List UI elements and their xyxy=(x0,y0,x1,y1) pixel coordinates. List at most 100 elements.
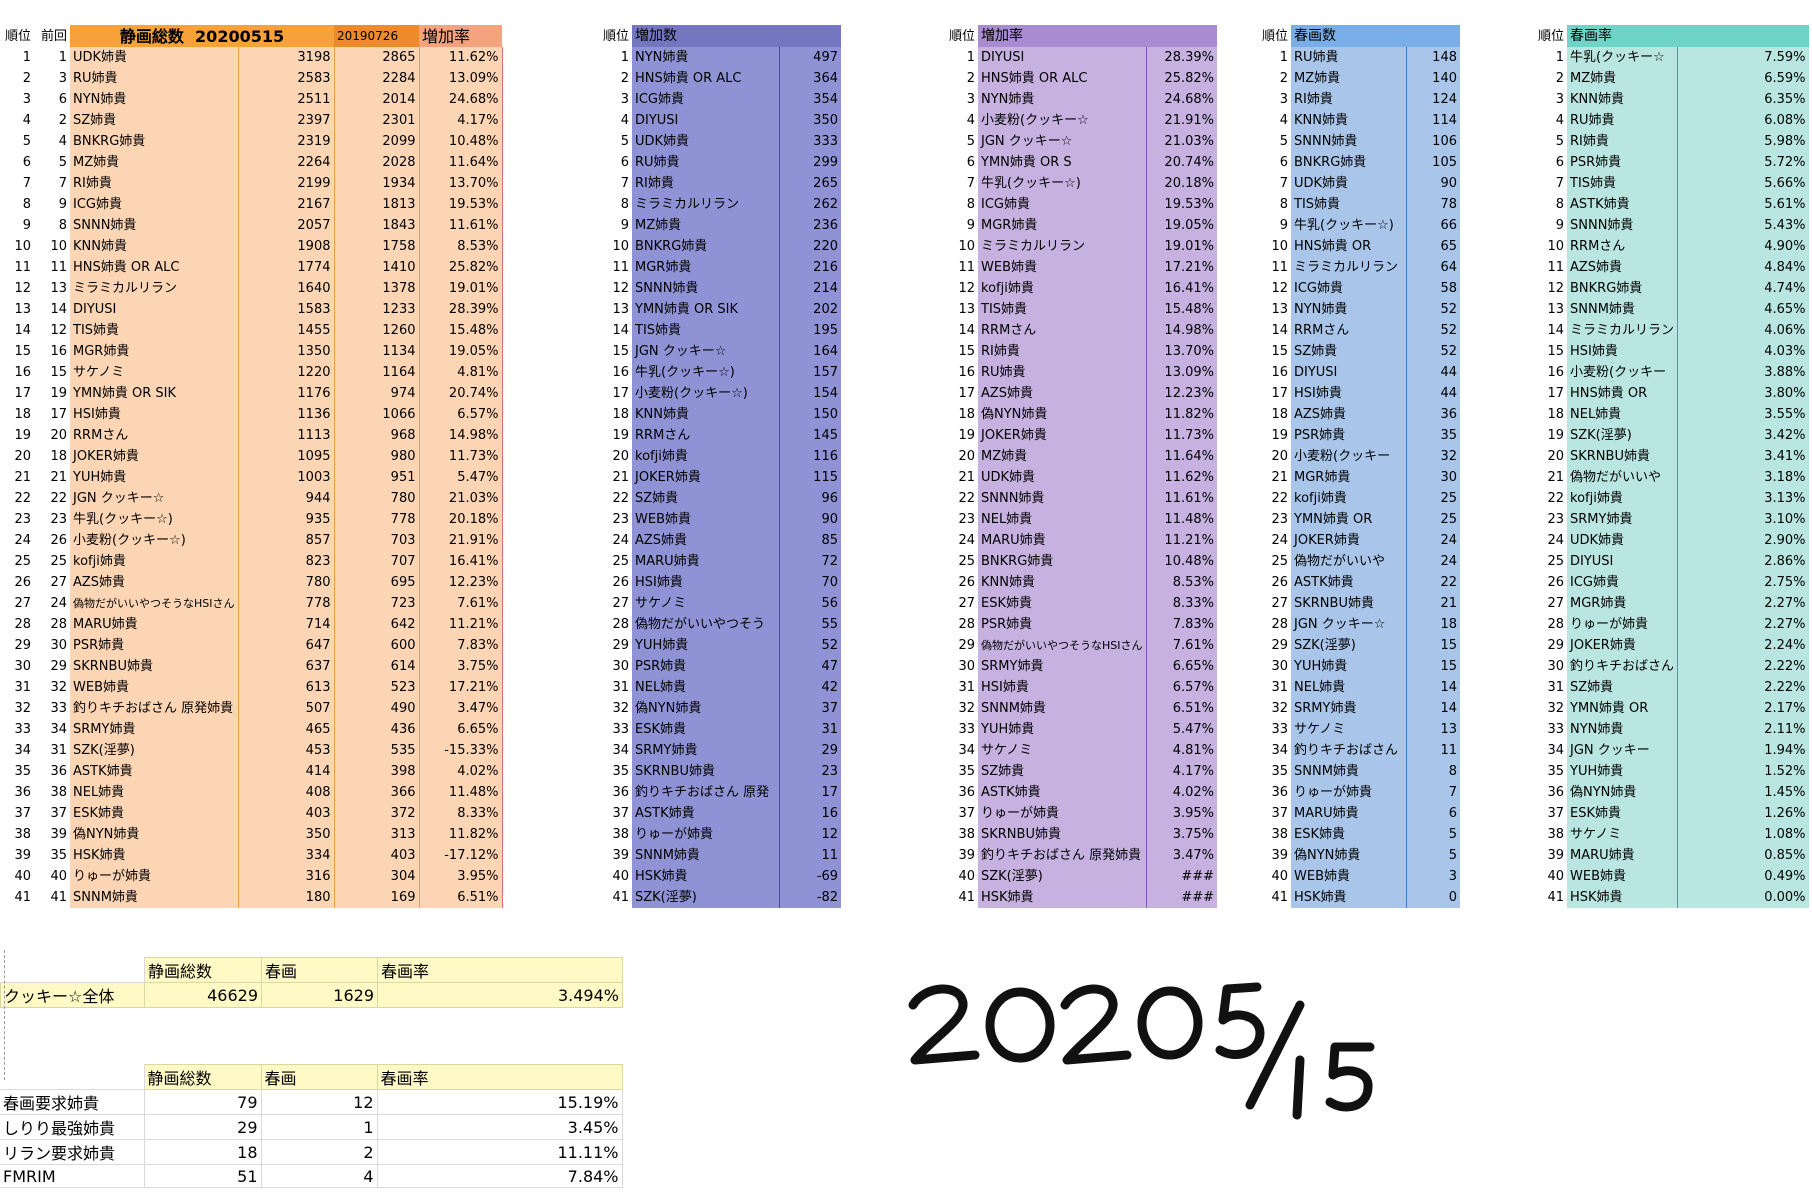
value-cell: 3.13% xyxy=(1677,488,1809,509)
table-row: 13 NYN姉貴 52 xyxy=(1245,299,1460,320)
table-row: 20 SKRNBU姉貴 3.41% xyxy=(1525,446,1809,467)
rank-cell: 4 xyxy=(966,113,975,128)
table-row: 5 JGN クッキー☆ 21.03% xyxy=(937,131,1217,152)
table-row: 22 22 JGN クッキー☆ 944 780 21.03% xyxy=(0,488,503,509)
rank-cell: 7 xyxy=(966,176,975,191)
rank-cell: 23 xyxy=(14,512,31,527)
rank-cell: 13 xyxy=(1547,302,1564,317)
table-row: 36 りゅーが姉貴 7 xyxy=(1245,782,1460,803)
cell-shunga: 1629 xyxy=(261,982,378,1008)
value-cell: 14 xyxy=(1406,677,1460,698)
rank-cell: 11 xyxy=(958,260,975,275)
value-cell: 497 xyxy=(779,47,841,68)
table-row: 25 MARU姉貴 72 xyxy=(594,551,841,572)
rate-cell: 11.62% xyxy=(419,47,503,68)
rate-cell: 6.51% xyxy=(419,887,503,908)
table-row: 15 RI姉貴 13.70% xyxy=(937,341,1217,362)
rate-cell: 3.95% xyxy=(419,866,503,887)
name-cell: 釣りキチおばさん 原発姉貴 xyxy=(70,698,239,719)
prev-rank-cell: 9 xyxy=(58,197,67,212)
value-cell: 6.59% xyxy=(1677,68,1809,89)
value-cell: 17 xyxy=(779,782,841,803)
rank-cell: 24 xyxy=(14,533,31,548)
name-cell: HNS姉貴 OR ALC xyxy=(978,68,1147,89)
name-cell: RU姉貴 xyxy=(1567,110,1679,131)
rank-cell: 40 xyxy=(14,869,31,884)
rank-cell: 30 xyxy=(1271,659,1288,674)
prev-rank-cell: 14 xyxy=(50,302,67,317)
rate-cell: -15.33% xyxy=(419,740,503,761)
rank-cell: 2 xyxy=(22,71,31,86)
prev-rank-cell: 6 xyxy=(58,92,67,107)
total-cell: 2397 xyxy=(238,110,335,131)
rank-cell: 19 xyxy=(612,428,629,443)
rank-cell: 24 xyxy=(1547,533,1564,548)
value-cell: 78 xyxy=(1406,194,1460,215)
value-cell: 11.62% xyxy=(1146,467,1217,488)
name-cell: MGR姉貴 xyxy=(70,341,239,362)
name-cell: りゅーが姉貴 xyxy=(632,824,780,845)
table-row: 26 ICG姉貴 2.75% xyxy=(1525,572,1809,593)
name-cell: SZ姉貴 xyxy=(1567,677,1679,698)
rank-cell: 17 xyxy=(14,386,31,401)
name-cell: DIYUSI xyxy=(978,47,1147,68)
name-cell: RU姉貴 xyxy=(978,362,1147,383)
name-cell: 偽NYN姉貴 xyxy=(978,404,1147,425)
table-row: 15 HSI姉貴 4.03% xyxy=(1525,341,1809,362)
rank-cell: 14 xyxy=(612,323,629,338)
table-row: 18 17 HSI姉貴 1136 1066 6.57% xyxy=(0,404,503,425)
table-row: 19 20 RRMさん 1113 968 14.98% xyxy=(0,425,503,446)
rank-cell: 16 xyxy=(1547,365,1564,380)
table-row: 20 MZ姉貴 11.64% xyxy=(937,446,1217,467)
table-row: 29 偽物だがいいやつそうなHSIさん 7.61% xyxy=(937,635,1217,656)
rate-cell: 25.82% xyxy=(419,257,503,278)
prev-total-cell: 523 xyxy=(334,677,420,698)
rank-cell: 40 xyxy=(1547,869,1564,884)
prev-total-cell: 614 xyxy=(334,656,420,677)
name-cell: SRMY姉貴 xyxy=(1291,698,1407,719)
prev-rank-cell: 4 xyxy=(58,134,67,149)
rank-cell: 18 xyxy=(612,407,629,422)
table-row: 33 サケノミ 13 xyxy=(1245,719,1460,740)
name-cell: MARU姉貴 xyxy=(632,551,780,572)
rank-cell: 37 xyxy=(958,806,975,821)
rank-cell: 36 xyxy=(612,785,629,800)
rank-cell: 28 xyxy=(1547,617,1564,632)
rank-cell: 38 xyxy=(1271,827,1288,842)
prev-total-cell: 2099 xyxy=(334,131,420,152)
name-cell: NYN姉貴 xyxy=(978,89,1147,110)
table-row: 31 HSI姉貴 6.57% xyxy=(937,677,1217,698)
total-cell: 647 xyxy=(238,635,335,656)
rank-cell: 12 xyxy=(1271,281,1288,296)
rank-cell: 32 xyxy=(612,701,629,716)
total-cell: 316 xyxy=(238,866,335,887)
prev-rank-cell: 23 xyxy=(50,512,67,527)
name-cell: MGR姉貴 xyxy=(978,215,1147,236)
value-cell: 105 xyxy=(1406,152,1460,173)
value-cell: 11.61% xyxy=(1146,488,1217,509)
rank-cell: 24 xyxy=(958,533,975,548)
rank-cell: 26 xyxy=(14,575,31,590)
prev-total-cell: 968 xyxy=(334,425,420,446)
value-cell: 6.35% xyxy=(1677,89,1809,110)
total-cell: 1003 xyxy=(238,467,335,488)
value-cell: 85 xyxy=(779,530,841,551)
total-cell: 465 xyxy=(238,719,335,740)
name-cell: HSK姉貴 xyxy=(632,866,780,887)
table-row: 6 BNKRG姉貴 105 xyxy=(1245,152,1460,173)
rate-cell: 11.48% xyxy=(419,782,503,803)
table-row: 8 ASTK姉貴 5.61% xyxy=(1525,194,1809,215)
rate-cell: 11.61% xyxy=(419,215,503,236)
rank-cell: 33 xyxy=(14,722,31,737)
rank-cell: 41 xyxy=(1271,890,1288,905)
name-cell: kofji姉貴 xyxy=(70,551,239,572)
table-row: 39 釣りキチおばさん 原発姉貴 3.47% xyxy=(937,845,1217,866)
rank-cell: 13 xyxy=(14,302,31,317)
prev-rank-cell: 37 xyxy=(50,806,67,821)
rank-cell: 36 xyxy=(14,785,31,800)
table-row: 25 DIYUSI 2.86% xyxy=(1525,551,1809,572)
total-cell: 1220 xyxy=(238,362,335,383)
table-row: 29 JOKER姉貴 2.24% xyxy=(1525,635,1809,656)
summary-table-overall: 静画総数 春画 春画率 クッキー☆全体 46629 1629 3.494% xyxy=(0,957,623,1008)
name-cell: WEB姉貴 xyxy=(70,677,239,698)
